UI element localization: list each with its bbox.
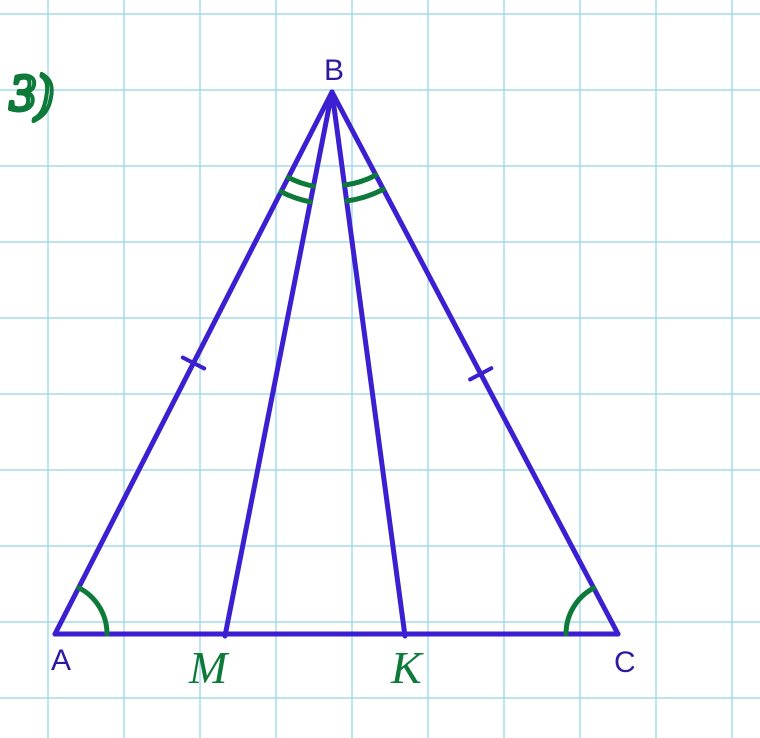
diagram-canvas: 3) bbox=[0, 0, 760, 738]
label-B: B bbox=[324, 54, 344, 88]
problem-number: 3) bbox=[9, 65, 53, 122]
label-C: C bbox=[614, 646, 636, 680]
label-A: A bbox=[51, 644, 71, 678]
label-M: M bbox=[189, 641, 227, 694]
label-K: K bbox=[391, 641, 422, 694]
